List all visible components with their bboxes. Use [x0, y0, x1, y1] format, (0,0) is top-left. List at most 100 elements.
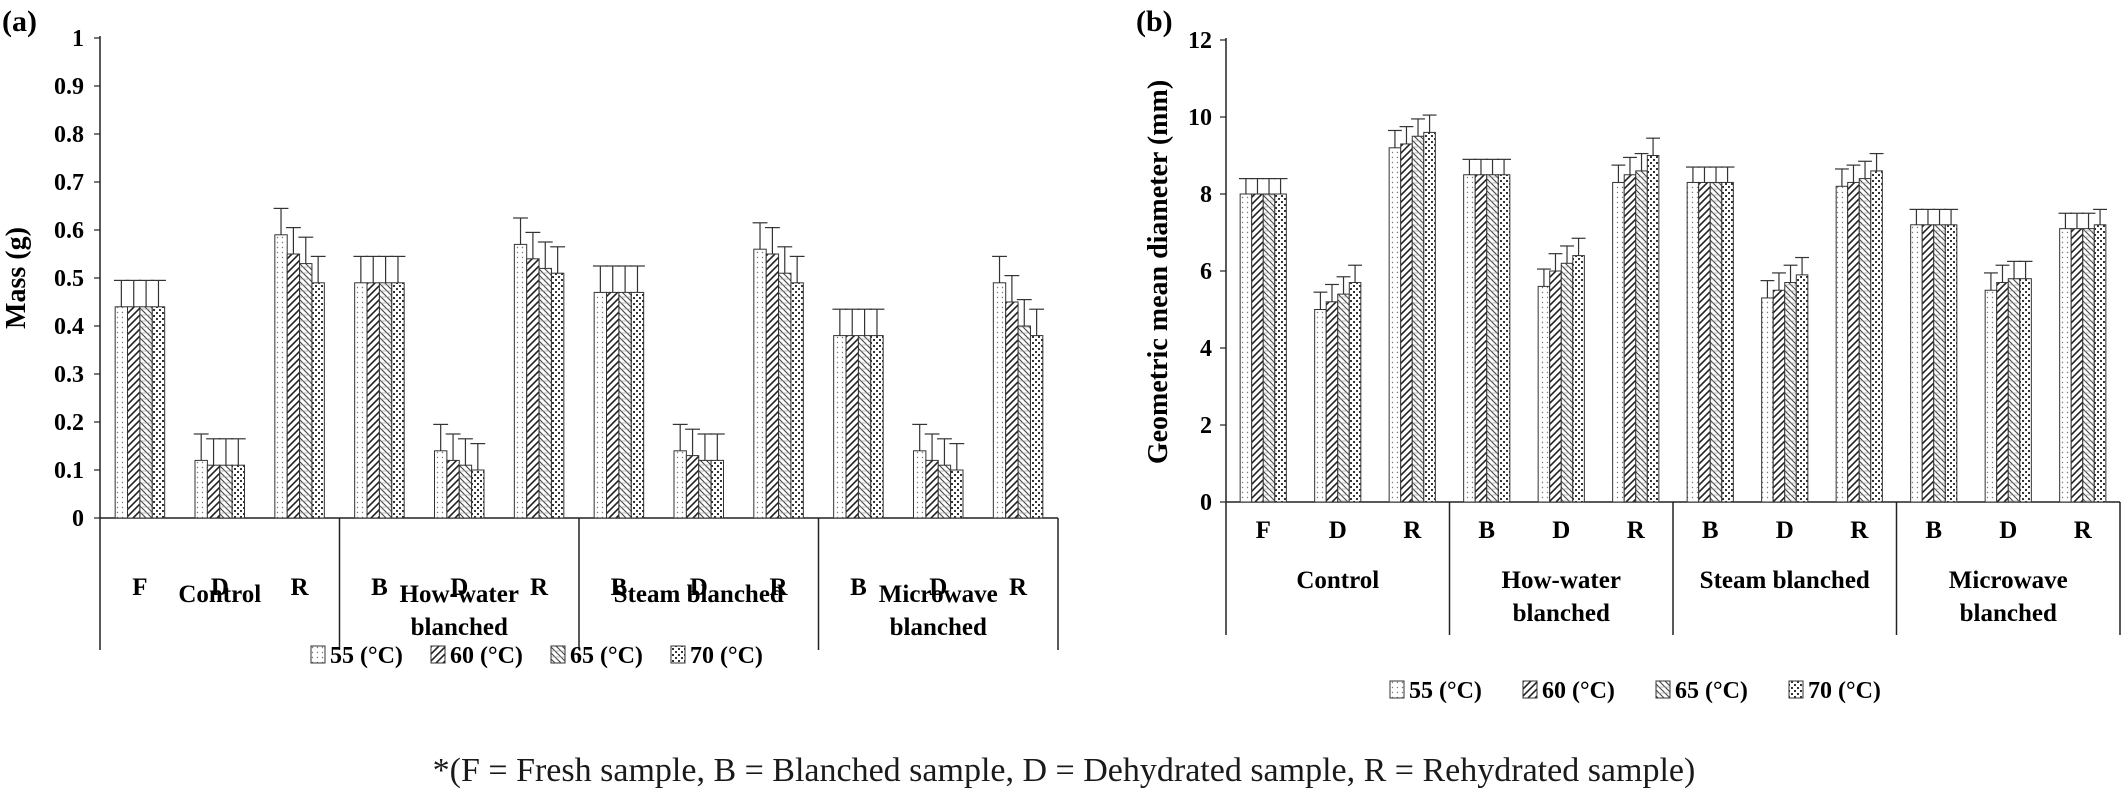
category-label: D	[1776, 517, 1794, 544]
bar	[231, 464, 245, 519]
group-label: How-water blanched	[400, 581, 519, 641]
bar	[391, 282, 405, 519]
category-label: B	[611, 574, 628, 601]
category-label: B	[1702, 517, 1719, 544]
bar	[1274, 193, 1287, 503]
bar	[526, 258, 540, 519]
bar	[606, 291, 620, 519]
bar	[1411, 135, 1425, 503]
bar	[1698, 181, 1711, 503]
category-label: B	[850, 574, 867, 601]
bar	[1262, 193, 1276, 503]
group-label: Steam blanched	[614, 581, 784, 608]
bar	[2007, 278, 2021, 503]
category-label: F	[132, 574, 147, 601]
legend-swatch	[430, 645, 446, 664]
bar	[992, 282, 1007, 519]
bar	[593, 291, 608, 519]
bar	[950, 469, 964, 519]
bar	[1017, 325, 1031, 519]
bar	[630, 291, 645, 519]
bar	[1239, 193, 1253, 503]
legend-swatch	[1522, 680, 1538, 699]
bar	[1795, 274, 1809, 503]
group-label: Control	[178, 581, 261, 608]
legend-swatch	[310, 645, 326, 664]
bar	[1549, 270, 1562, 503]
legend-swatch	[1655, 680, 1671, 699]
bar	[765, 253, 780, 519]
bar	[219, 464, 233, 519]
bar	[274, 234, 288, 519]
category-label: D	[929, 574, 947, 601]
y-tick-label: 0.8	[54, 122, 84, 148]
category-label: F	[1256, 517, 1271, 544]
y-tick-label: 0.2	[54, 410, 84, 436]
bar	[458, 464, 473, 519]
y-axis-title: Geometric mean diameter (mm)	[1143, 80, 1174, 464]
bar	[471, 469, 485, 519]
bar	[2059, 228, 2072, 503]
category-label: B	[1478, 517, 1495, 544]
panel-label: (b)	[1136, 5, 1173, 38]
legend-label: 60 (°C)	[1542, 678, 1615, 704]
group-label: Microwave blanched	[1949, 567, 2068, 627]
category-label: R	[1627, 517, 1646, 544]
bar	[1944, 224, 1958, 503]
bar	[698, 459, 712, 519]
bar	[354, 282, 368, 519]
bar	[937, 464, 952, 519]
bar	[1686, 181, 1700, 503]
bar	[1400, 143, 1413, 503]
bar	[710, 459, 724, 519]
category-label: D	[450, 574, 468, 601]
y-tick-label: 0.4	[54, 314, 84, 340]
legend-label: 60 (°C)	[450, 643, 523, 669]
bar	[1314, 309, 1327, 503]
bar	[378, 282, 393, 519]
bar	[1646, 155, 1660, 503]
y-tick-label: 0.9	[54, 74, 84, 100]
bar	[2082, 228, 2095, 503]
category-label: R	[2074, 517, 2093, 544]
group-label: How-water blanched	[1502, 567, 1621, 627]
y-axis-title: Mass (g)	[1, 227, 32, 329]
legend-label: 65 (°C)	[1675, 678, 1748, 704]
bar	[870, 335, 884, 519]
bar	[753, 248, 767, 519]
group-label: Steam blanched	[1700, 567, 1870, 594]
bar	[151, 306, 166, 519]
bar	[1497, 174, 1511, 503]
bar	[833, 335, 847, 519]
y-tick-label: 4	[1200, 336, 1212, 362]
bar	[1996, 282, 2009, 503]
y-tick-label: 8	[1200, 182, 1212, 208]
bar	[1251, 193, 1264, 503]
bar	[1835, 185, 1849, 503]
category-label: B	[1925, 517, 1942, 544]
category-label: D	[211, 574, 229, 601]
y-tick-label: 0.3	[54, 362, 84, 388]
bar	[2093, 224, 2107, 503]
bar	[778, 272, 792, 519]
bar	[1537, 285, 1551, 503]
bar	[1772, 289, 1786, 503]
category-label: D	[690, 574, 708, 601]
legend-label: 55 (°C)	[1409, 678, 1482, 704]
legend-swatch	[1389, 680, 1405, 699]
y-tick-label: 1	[72, 26, 84, 52]
bar	[1984, 289, 1998, 503]
bar	[1847, 181, 1860, 503]
bar	[446, 459, 460, 519]
y-tick-label: 0.7	[54, 170, 84, 196]
category-label: B	[371, 574, 388, 601]
bar	[2070, 228, 2084, 503]
bar	[194, 459, 208, 519]
bar	[673, 450, 687, 519]
bar	[366, 282, 380, 519]
bar	[1388, 147, 1402, 503]
y-tick-label: 6	[1200, 259, 1212, 285]
bar	[685, 455, 700, 519]
bar	[1870, 170, 1883, 503]
